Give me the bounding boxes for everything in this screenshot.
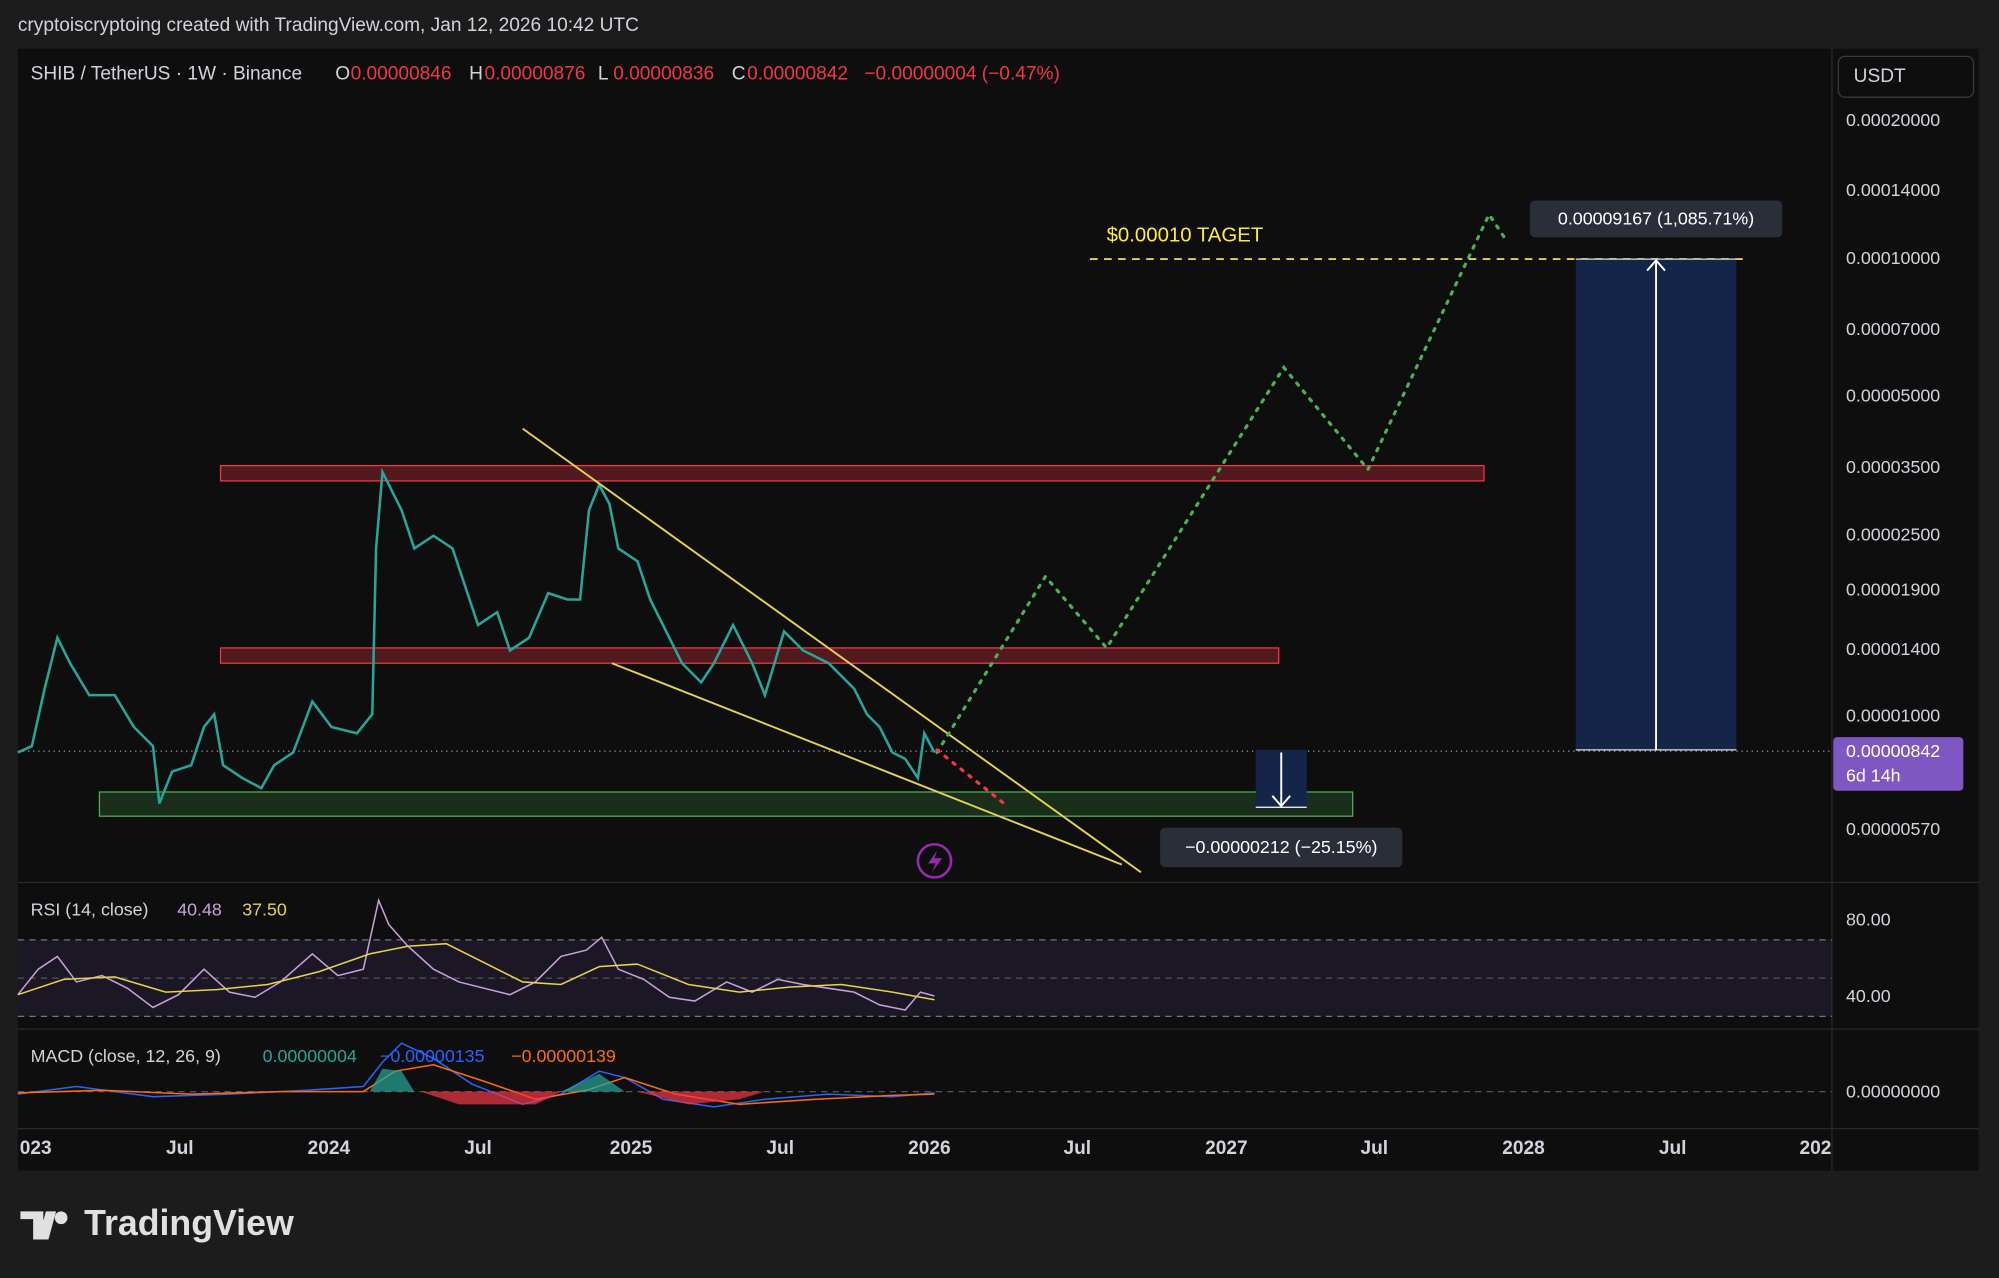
x-tick-label: 023 (20, 1138, 52, 1159)
macd-value: 0.00000004 (263, 1046, 357, 1066)
y-tick-label: 0.00003500 (1846, 457, 1940, 477)
y-tick-label: 80.00 (1846, 909, 1891, 929)
macd-value: −0.00000135 (380, 1046, 485, 1066)
ohlc-label: O (335, 63, 350, 84)
macd-title: MACD (close, 12, 26, 9) (31, 1046, 221, 1066)
event-icon[interactable] (916, 842, 953, 879)
measure-label: 0.00009167 (1,085.71%) (1558, 208, 1754, 228)
macd-histogram (420, 1091, 765, 1105)
x-tick-label: 2024 (308, 1138, 351, 1159)
x-tick-label: 202 (1799, 1138, 1831, 1159)
price-tag-countdown: 6d 14h (1846, 765, 1901, 785)
x-tick-label: Jul (766, 1138, 794, 1159)
wedge-line (611, 662, 1123, 866)
target-label: $0.00010 TAGET (1107, 225, 1264, 247)
currency-label: USDT (1854, 66, 1906, 87)
wedge-line (522, 427, 1142, 874)
projection-path (935, 211, 1506, 755)
y-tick-label: 0.00005000 (1846, 385, 1940, 405)
price-history (17, 467, 936, 804)
macd-histogram (369, 1068, 625, 1092)
x-tick-label: 2027 (1205, 1138, 1248, 1159)
x-tick-label: Jul (1063, 1138, 1091, 1159)
macd-value: −0.00000139 (511, 1046, 616, 1066)
y-tick-label: 40.00 (1846, 986, 1891, 1006)
y-tick-label: 0.00001400 (1846, 639, 1940, 659)
ohlc-value: 0.00000836 (613, 63, 714, 84)
rsi-ma-value: 37.50 (242, 899, 287, 919)
x-tick-label: 2028 (1502, 1138, 1545, 1159)
macd-signal (17, 1064, 935, 1106)
event-icon-bolt (928, 850, 943, 873)
rsi-title: RSI (14, close) (31, 899, 149, 919)
x-tick-label: 2026 (908, 1138, 951, 1159)
y-tick-label: 0.00001900 (1846, 579, 1940, 599)
ohlc-label: C (732, 63, 746, 84)
price-tag (1833, 737, 1964, 791)
attribution: cryptoiscryptoing created with TradingVi… (18, 15, 639, 36)
ohlc-value: 0.00000842 (747, 63, 848, 84)
x-tick-label: Jul (464, 1138, 492, 1159)
y-tick-label: 0.00002500 (1846, 524, 1940, 544)
y-tick-label: 0.00020000 (1846, 110, 1940, 130)
measure-arrowhead (1646, 258, 1666, 272)
rsi-ma (17, 942, 935, 1001)
x-tick-label: Jul (1659, 1138, 1687, 1159)
label-box (1160, 827, 1403, 868)
symbol-name: SHIB / TetherUS · 1W · Binance (31, 63, 303, 84)
logo-mark (20, 1211, 68, 1240)
rsi-value: 40.48 (177, 899, 222, 919)
x-tick-label: Jul (166, 1138, 194, 1159)
ohlc-change: −0.00000004 (−0.47%) (864, 63, 1060, 84)
measure-arrowhead (1271, 795, 1291, 808)
label-box (1529, 200, 1783, 238)
y-tick-label: 0.00000570 (1846, 819, 1940, 839)
footer-logo: TradingView (84, 1203, 294, 1243)
ohlc-value: 0.00000846 (351, 63, 452, 84)
ohlc-label: H (469, 63, 483, 84)
drop-path (935, 748, 1009, 808)
ohlc-value: 0.00000876 (484, 63, 585, 84)
y-tick-label: 0.00001000 (1846, 705, 1940, 725)
rsi-line (17, 897, 935, 1011)
price-tag-value: 0.00000842 (1846, 741, 1940, 761)
y-tick-label: 0.00007000 (1846, 319, 1940, 339)
x-tick-label: Jul (1361, 1138, 1389, 1159)
measure-label: −0.00000212 (−25.15%) (1185, 837, 1377, 857)
resistance-zone (219, 464, 1485, 482)
currency-button[interactable] (1837, 55, 1975, 98)
x-tick-label: 2025 (610, 1138, 653, 1159)
y-tick-label: 0.00014000 (1846, 180, 1940, 200)
y-tick-label: 0.00000000 (1846, 1082, 1940, 1102)
ohlc-label: L (598, 63, 609, 84)
support-zone (98, 791, 1354, 817)
y-tick-label: 0.00010000 (1846, 248, 1940, 268)
